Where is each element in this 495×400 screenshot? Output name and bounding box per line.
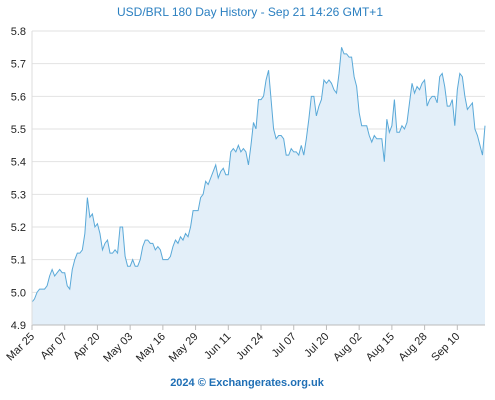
x-tick-label: Apr 20 (71, 331, 102, 362)
y-tick-label: 5.4 (11, 157, 26, 169)
x-tick-label: Sep 10 (429, 331, 462, 364)
line (31, 47, 486, 303)
area (32, 47, 485, 325)
footer: 2024 © Exchangerates.org.uk (170, 377, 325, 389)
x-tick-label: Apr 07 (38, 331, 69, 362)
y-tick-label: 5.2 (11, 222, 26, 234)
x-tick-label: May 29 (167, 331, 201, 365)
y-tick-label: 5.7 (11, 59, 26, 71)
x-tick-label: May 16 (134, 331, 168, 365)
y-tick-label: 5.6 (11, 91, 26, 103)
x-tick-label: Aug 28 (397, 331, 430, 364)
x-tick-label: Aug 15 (364, 331, 397, 364)
y-tick-label: 5.1 (11, 255, 26, 267)
x-tick-label: Jul 20 (302, 331, 331, 360)
y-tick-label: 5.0 (11, 287, 26, 299)
chart-title: USD/BRL 180 Day History - Sep 21 14:26 G… (117, 5, 383, 19)
y-tick-label: 5.8 (11, 26, 26, 38)
x-tick-label: Jul 07 (270, 331, 299, 360)
y-tick-label: 4.9 (11, 320, 26, 332)
x-tick-label: Aug 02 (331, 331, 364, 364)
y-tick-label: 5.3 (11, 189, 26, 201)
y-tick-label: 5.5 (11, 124, 26, 136)
x-tick-label: Jun 11 (202, 331, 233, 362)
x-tick-label: May 03 (101, 331, 135, 365)
x-tick-label: Mar 25 (4, 331, 37, 364)
x-tick-label: Jun 24 (234, 331, 266, 363)
